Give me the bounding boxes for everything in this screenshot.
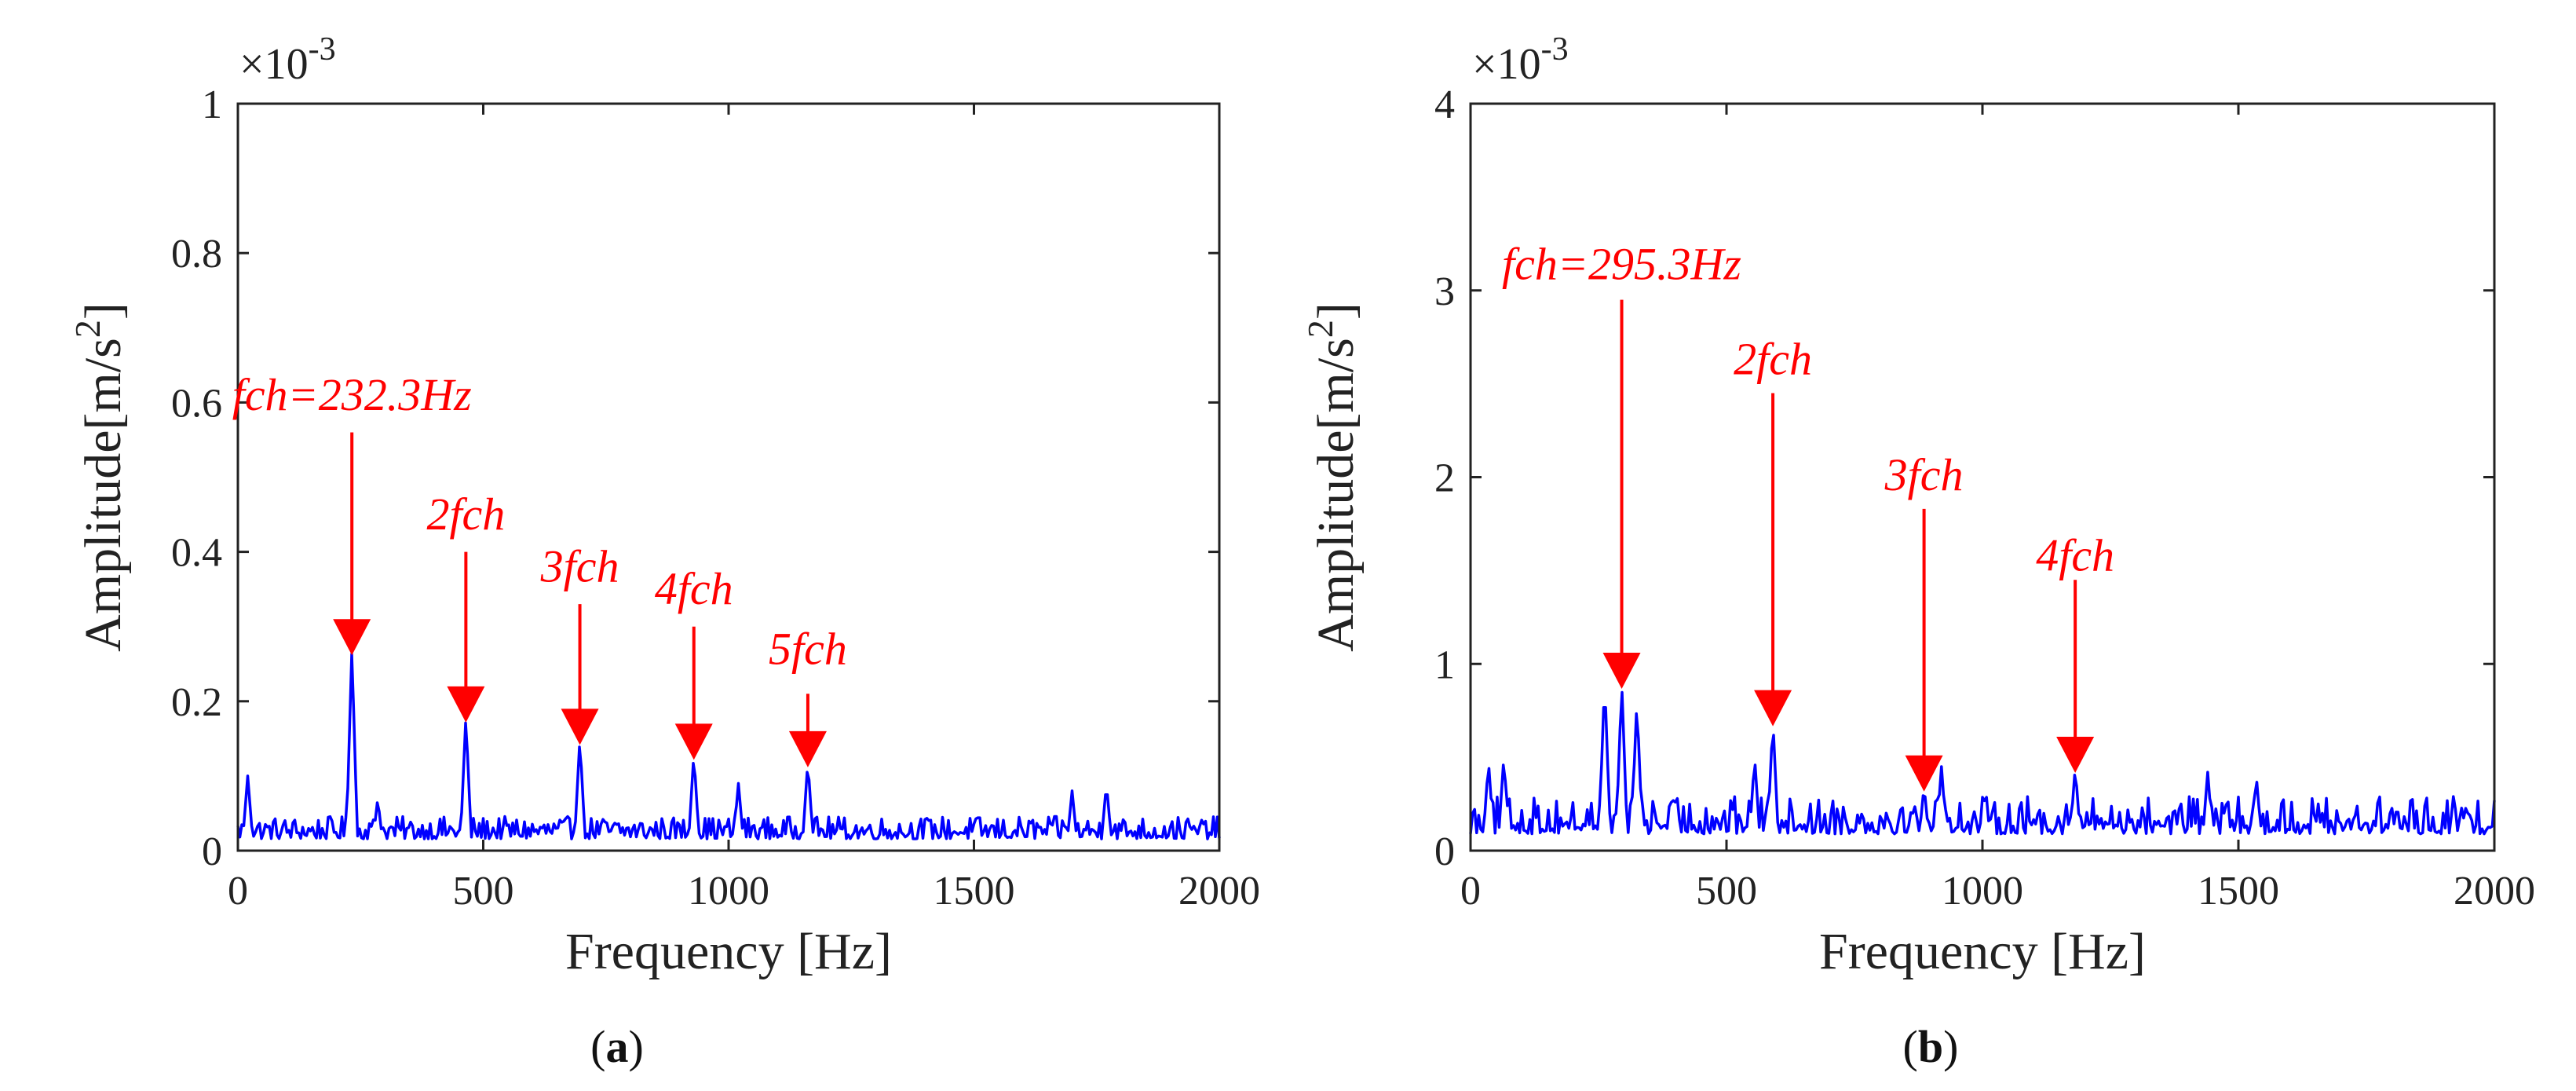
- chart-a-ylabel-bracket: ]: [75, 302, 132, 320]
- chart-b-panel-label-part: b: [1918, 1021, 1943, 1072]
- chart-b-axis-multiplier: ×10-3: [1472, 31, 1569, 89]
- chart-a-annotation-arrowhead: [788, 730, 827, 767]
- chart-b-ylabel: Amplitude[m/s2]: [1300, 302, 1365, 652]
- chart-b-annotation-arrowhead: [1905, 755, 1943, 792]
- chart-a-xtick-label: 2000: [1178, 869, 1260, 913]
- chart-a-ylabel-superscript: 2: [68, 320, 108, 338]
- chart-b-xtick-label: 500: [1696, 869, 1757, 913]
- chart-a-annotation-label: fch=232.3Hz: [232, 369, 472, 420]
- chart-a-annotation-label: 5fch: [769, 623, 847, 674]
- chart-a-xlabel: Frequency [Hz]: [565, 923, 892, 980]
- chart-panel-b: 0 500 1000 1500 2000 0 1 2 3 4 ×10-3 Frequency [Hz]…: [1300, 31, 2535, 1072]
- chart-b-annotation-label: fch=295.3Hz: [1502, 238, 1741, 289]
- chart-b-annotation-arrowhead: [1602, 653, 1641, 690]
- chart-a-axis-multiplier: ×10-3: [239, 31, 336, 89]
- chart-a-annotation-arrowhead: [561, 708, 599, 745]
- chart-b-annotation-label: 3fch: [1884, 449, 1964, 500]
- chart-b-xtick-label: 0: [1460, 869, 1481, 913]
- chart-b-annotation-arrowhead: [2056, 737, 2095, 774]
- chart-b-ytick-label: 1: [1434, 643, 1455, 687]
- chart-a-xtick-label: 0: [228, 869, 248, 913]
- chart-a-annotation-arrowhead: [333, 619, 371, 656]
- chart-a-ylabel-text: Amplitude[m/s: [75, 338, 132, 652]
- chart-b-annotation-arrowhead: [1754, 690, 1792, 727]
- chart-a-annotation-label: 4fch: [655, 563, 733, 614]
- chart-b-axis-multiplier-exponent: -3: [1541, 31, 1569, 68]
- chart-b-ytick-label: 4: [1434, 82, 1455, 127]
- chart-a-panel-label-part: (: [590, 1021, 605, 1072]
- chart-b-ylabel-bracket: ]: [1307, 302, 1365, 320]
- chart-a-panel-label-part: a: [606, 1021, 629, 1072]
- chart-b-annotation-label: 4fch: [2036, 529, 2114, 580]
- chart-a-ytick-label: 0.2: [171, 680, 222, 725]
- chart-a-series-line: [236, 652, 1221, 840]
- chart-b-ylabel-superscript: 2: [1300, 320, 1340, 338]
- chart-a-xtick-label: 500: [453, 869, 514, 913]
- chart-b-panel-label: (b): [1903, 1021, 1959, 1072]
- chart-a-ytick-label: 0.8: [171, 232, 222, 276]
- chart-b-ytick-label: 3: [1434, 269, 1455, 314]
- chart-a-annotation-arrowhead: [674, 723, 713, 760]
- chart-a-ytick-label: 0.6: [171, 381, 222, 426]
- chart-b-ytick-label: 0: [1434, 829, 1455, 874]
- chart-a-annotation-arrowhead: [447, 686, 485, 723]
- chart-a-xtick-label: 1500: [934, 869, 1015, 913]
- chart-b-panel-label-part: (: [1903, 1021, 1918, 1072]
- chart-b-annotation-label: 2fch: [1734, 334, 1812, 385]
- chart-b-panel-label-part: ): [1943, 1021, 1958, 1072]
- chart-a-annotation-label: 2fch: [426, 489, 505, 540]
- chart-a-panel-label-part: ): [629, 1021, 644, 1072]
- chart-a-ytick-label: 0.4: [171, 531, 222, 576]
- chart-a-ytick-label: 1: [202, 82, 222, 127]
- chart-b-series-line: [1469, 690, 2496, 836]
- chart-a-xtick-label: 1000: [688, 869, 769, 913]
- chart-a-ytick-label: 0: [202, 829, 222, 874]
- chart-panel-a: 0 500 1000 1500 2000 0 0.2 0.4 0.6 0.8 1 ×10-3 Frequ…: [68, 31, 1260, 1072]
- chart-a-panel-label: (a): [590, 1021, 644, 1072]
- chart-b-xtick-label: 1500: [2198, 869, 2279, 913]
- chart-a-axis-multiplier-exponent: -3: [309, 31, 336, 68]
- chart-a-annotation-label: 3fch: [540, 541, 619, 592]
- chart-a-plot-frame: [236, 102, 1221, 852]
- chart-a-ylabel: Amplitude[m/s2]: [68, 302, 132, 652]
- chart-b-xtick-label: 2000: [2454, 869, 2535, 913]
- chart-b-xlabel: Frequency [Hz]: [1819, 923, 2146, 980]
- chart-b-ylabel-text: Amplitude[m/s: [1307, 338, 1365, 652]
- chart-b-ytick-label: 2: [1434, 456, 1455, 501]
- chart-b-xtick-label: 1000: [1942, 869, 2023, 913]
